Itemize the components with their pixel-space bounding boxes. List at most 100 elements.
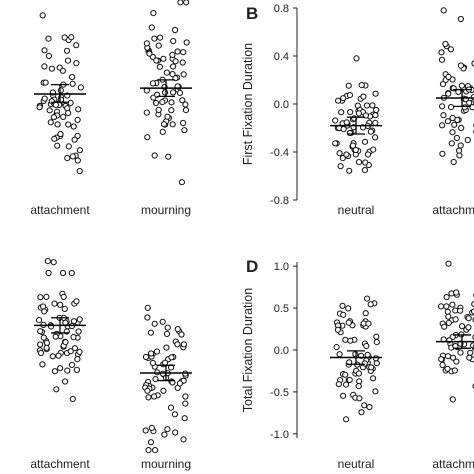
data-point xyxy=(45,269,52,277)
data-point xyxy=(332,140,339,147)
data-point xyxy=(36,317,43,324)
data-point xyxy=(452,316,459,323)
data-point xyxy=(445,319,452,326)
data-point xyxy=(438,56,446,63)
data-point xyxy=(449,354,457,361)
y-tick-label: -0.4 xyxy=(270,147,289,159)
data-point xyxy=(362,310,369,317)
data-point xyxy=(144,304,151,311)
data-point xyxy=(40,334,47,341)
data-point xyxy=(143,40,150,47)
data-point xyxy=(471,60,474,67)
data-point xyxy=(342,371,349,378)
data-point xyxy=(151,35,158,42)
data-point xyxy=(152,99,160,107)
data-point xyxy=(360,93,367,100)
data-point xyxy=(364,151,372,158)
data-point xyxy=(142,353,150,361)
data-point xyxy=(37,328,44,335)
data-point xyxy=(54,121,61,128)
data-point xyxy=(445,260,452,267)
data-point xyxy=(163,344,170,351)
data-point xyxy=(160,121,168,128)
data-point xyxy=(180,49,187,56)
data-point xyxy=(445,313,452,320)
data-point xyxy=(45,35,52,42)
data-point xyxy=(68,34,75,41)
data-point xyxy=(364,351,371,358)
data-point xyxy=(370,146,377,153)
data-point xyxy=(57,301,64,308)
data-point xyxy=(45,52,53,60)
data-point xyxy=(451,121,458,128)
data-point xyxy=(164,324,171,331)
x-category-label: attachment xyxy=(432,457,474,471)
data-point xyxy=(176,89,184,97)
data-point xyxy=(168,99,175,106)
data-point xyxy=(179,97,186,104)
data-point xyxy=(361,402,368,409)
data-point xyxy=(167,404,175,411)
data-point xyxy=(469,104,474,111)
data-point xyxy=(42,79,49,86)
data-point xyxy=(373,360,380,367)
data-point xyxy=(457,142,464,149)
data-point xyxy=(151,152,158,159)
data-point xyxy=(363,342,370,350)
data-point xyxy=(339,155,346,162)
data-point xyxy=(342,336,349,343)
data-point xyxy=(445,73,452,81)
data-point xyxy=(159,99,166,106)
data-point xyxy=(440,112,447,119)
data-point xyxy=(163,330,171,337)
data-point xyxy=(65,121,72,128)
data-point xyxy=(59,67,67,74)
data-point xyxy=(61,34,68,41)
data-point xyxy=(51,368,59,375)
data-point xyxy=(373,339,380,346)
data-point xyxy=(366,404,373,411)
data-point xyxy=(439,122,446,129)
data-point xyxy=(183,0,190,6)
data-point xyxy=(358,82,365,89)
data-point xyxy=(64,105,71,112)
y-tick-label: 0.4 xyxy=(274,51,289,63)
data-point xyxy=(180,341,187,348)
data-point xyxy=(355,370,362,377)
data-point xyxy=(367,128,374,135)
y-tick-label: -1.0 xyxy=(270,429,289,441)
y-tick-label: 0.8 xyxy=(274,3,289,15)
data-point xyxy=(76,348,83,355)
data-point xyxy=(171,411,178,418)
data-point xyxy=(39,12,46,19)
data-point xyxy=(69,395,76,403)
data-point xyxy=(55,352,62,359)
data-point xyxy=(335,381,342,388)
data-point xyxy=(170,89,177,96)
data-point xyxy=(352,351,359,358)
data-point xyxy=(142,427,149,434)
data-point xyxy=(47,119,54,126)
data-point xyxy=(77,84,85,91)
data-point xyxy=(343,416,350,423)
chart-panel-4: -1.0 -0.5 0.0 0.5 1.0 Total Fixation Duration… xyxy=(241,257,474,471)
data-point xyxy=(74,116,81,124)
data-point xyxy=(358,409,365,416)
data-point xyxy=(337,163,344,170)
data-point xyxy=(346,129,353,137)
data-point xyxy=(44,258,51,265)
data-point xyxy=(458,124,465,132)
data-point xyxy=(453,289,460,296)
data-point xyxy=(334,326,341,333)
data-point xyxy=(144,387,151,394)
data-point xyxy=(180,71,187,78)
data-point xyxy=(180,436,187,443)
x-category-label: mourning xyxy=(141,203,191,217)
data-point xyxy=(345,319,352,326)
data-point xyxy=(445,90,452,97)
data-point xyxy=(179,59,186,66)
data-point xyxy=(449,301,456,308)
data-point xyxy=(151,393,158,400)
data-point xyxy=(176,380,183,387)
data-point xyxy=(62,319,69,326)
